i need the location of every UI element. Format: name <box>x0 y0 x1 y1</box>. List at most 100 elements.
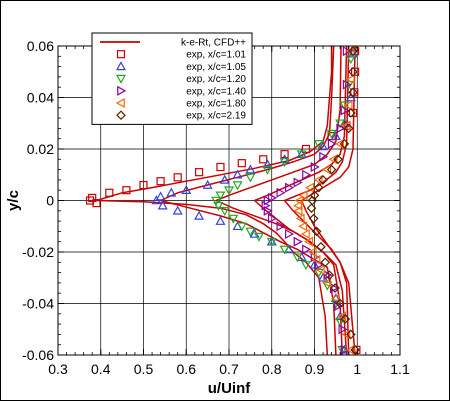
data-point-diamond <box>318 175 328 185</box>
data-point-triangle-down <box>300 261 311 271</box>
data-point-triangle-up <box>345 92 356 102</box>
data-point-triangle-right <box>302 244 312 255</box>
data-point-diamond <box>313 182 324 193</box>
data-point-triangle-down <box>223 186 235 196</box>
data-point-diamond <box>343 123 354 134</box>
data-point-triangle-up <box>215 215 226 225</box>
data-point-square <box>280 150 289 159</box>
y-tick-label: 0.04 <box>27 90 54 106</box>
data-point-triangle-left <box>315 265 325 276</box>
data-point-triangle-left <box>343 100 353 111</box>
data-point-square <box>105 188 114 197</box>
data-point-square <box>122 186 131 195</box>
data-point-square <box>351 67 360 76</box>
data-point-triangle-left <box>322 164 332 175</box>
data-point-triangle-right <box>336 123 346 134</box>
x-tick-label: 0.7 <box>219 361 239 377</box>
cfd-line <box>215 45 342 202</box>
data-point-diamond <box>339 139 350 149</box>
data-point-triangle-down <box>279 158 290 168</box>
data-point-triangle-up <box>194 210 205 220</box>
data-point-triangle-right <box>302 169 312 180</box>
y-tick-label: 0.02 <box>27 141 54 157</box>
data-point-triangle-down <box>313 140 324 150</box>
x-tick-label: 0.4 <box>91 361 111 377</box>
data-point-triangle-up <box>309 259 320 269</box>
data-point-triangle-down <box>326 129 337 139</box>
cfd-line <box>284 200 350 356</box>
data-point-diamond <box>348 66 358 77</box>
data-point-square <box>259 155 268 164</box>
data-point-triangle-right <box>263 195 273 206</box>
data-point-diamond <box>330 283 340 293</box>
data-point-square <box>194 168 204 177</box>
data-point-triangle-right <box>334 301 344 312</box>
data-point-triangle-down <box>219 207 230 217</box>
data-point-triangle-down <box>215 191 226 201</box>
data-point-diamond <box>306 203 317 214</box>
data-point-square <box>156 177 165 186</box>
data-point-triangle-right <box>342 46 352 57</box>
data-point-triangle-left <box>298 190 308 201</box>
legend-marker-triangle-down <box>115 74 127 84</box>
data-point-triangle-left <box>307 246 317 258</box>
cfd-line <box>301 200 356 356</box>
data-point-diamond <box>348 87 358 98</box>
data-point-diamond <box>350 345 360 355</box>
cfd-line <box>160 45 335 202</box>
data-point-triangle-up <box>330 293 341 303</box>
data-point-triangle-up <box>219 174 230 184</box>
data-point-triangle-left <box>322 277 332 288</box>
data-point-diamond <box>335 298 345 309</box>
data-point-diamond <box>345 108 356 118</box>
data-point-square <box>216 162 225 172</box>
data-point-diamond <box>340 314 351 324</box>
data-point-triangle-up <box>262 159 273 169</box>
data-point-triangle-right <box>276 187 286 198</box>
cfd-line <box>254 199 348 356</box>
x-tick-label: 0.3 <box>48 361 68 377</box>
x-tick-label: 1 <box>353 361 361 377</box>
data-point-square <box>348 108 358 118</box>
data-point-diamond <box>326 164 337 175</box>
data-point-triangle-down <box>266 237 277 247</box>
legend-marker-triangle-up <box>115 61 127 71</box>
data-point-triangle-right <box>285 182 295 193</box>
data-point-triangle-down <box>335 317 346 327</box>
legend-label: exp, x/c=1.80 <box>186 99 246 110</box>
data-point-triangle-down <box>335 119 346 129</box>
data-point-triangle-down <box>279 245 290 255</box>
x-tick-label: 0.9 <box>305 361 325 377</box>
data-point-square <box>88 193 97 203</box>
data-point-triangle-up <box>232 169 243 179</box>
data-point-triangle-down <box>228 214 239 224</box>
data-point-triangle-right <box>319 151 329 162</box>
data-point-diamond <box>333 154 343 165</box>
data-point-triangle-down <box>232 181 243 191</box>
data-point-triangle-down <box>253 232 264 242</box>
data-point-triangle-right <box>285 228 295 239</box>
data-point-triangle-up <box>151 195 162 205</box>
data-point-triangle-right <box>267 192 277 203</box>
x-tick-label: 0.5 <box>134 361 154 377</box>
data-point-square <box>173 173 182 182</box>
data-point-triangle-right <box>342 79 352 90</box>
data-point-diamond <box>311 226 322 237</box>
x-axis-title: u/Uinf <box>208 380 251 397</box>
data-point-triangle-left <box>311 254 321 265</box>
data-point-diamond <box>348 46 358 56</box>
legend-label: k-e-Rt, CFD++ <box>181 38 246 49</box>
cfd-line <box>160 199 337 356</box>
data-point-triangle-up <box>330 130 341 140</box>
data-point-triangle-left <box>304 236 314 247</box>
data-point-triangle-right <box>338 324 348 335</box>
data-point-triangle-right <box>293 177 303 188</box>
data-point-triangle-left <box>341 329 351 340</box>
x-tick-label: 0.6 <box>177 361 197 377</box>
data-point-triangle-down <box>211 196 222 206</box>
y-tick-label: 0 <box>46 193 54 209</box>
data-point-triangle-up <box>157 200 168 210</box>
data-point-triangle-right <box>267 213 277 224</box>
cfd-line <box>96 199 329 356</box>
